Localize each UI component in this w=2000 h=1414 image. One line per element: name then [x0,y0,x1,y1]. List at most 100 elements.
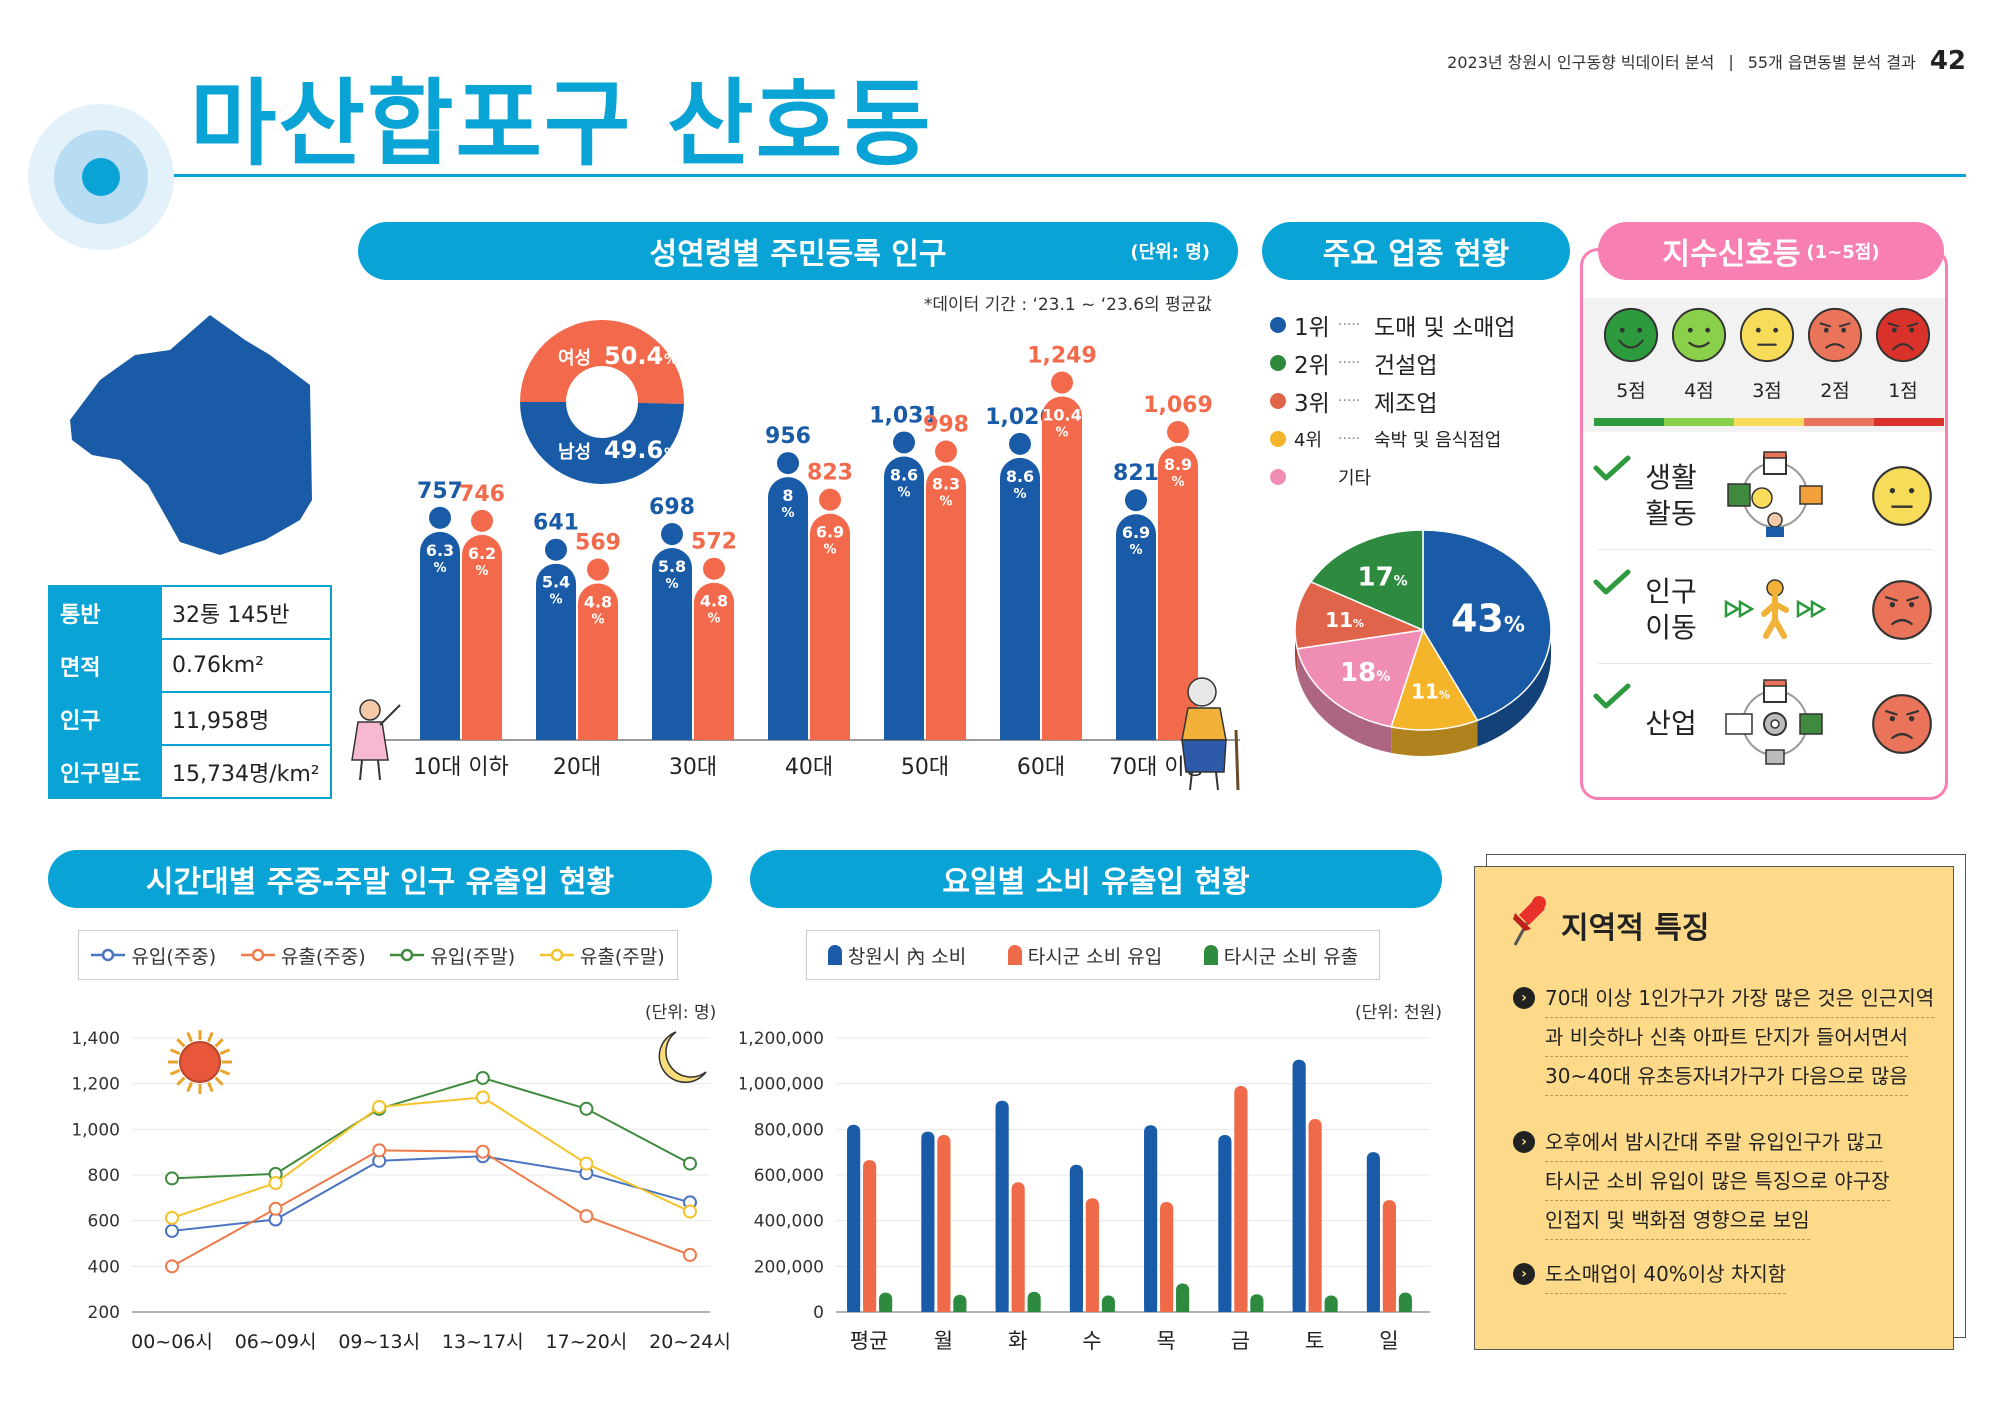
legend-line-marker-icon [240,948,275,962]
series-point [579,1156,594,1171]
legend-dot [1270,317,1286,333]
check-icon [1593,683,1631,709]
sun-icon [168,1030,232,1094]
pin-icon [1513,896,1546,946]
population-pct-label: 4.8 [584,593,612,612]
industry-rank: 3위 [1294,391,1330,417]
feature-line: 타시군 소비 유입이 많은 특징으로 야구장 [1545,1162,1965,1201]
population-bar-body [1000,477,1040,740]
industry-legend-item: 1위 ····· 도매 및 소매업 [1270,306,1570,344]
series-point [165,1223,179,1238]
gender-slice [520,320,684,405]
series-point [475,1144,490,1159]
population-value-label: 569 [575,531,621,556]
population-pct-label: 10.4 [1042,406,1081,425]
industry-pct-sign: % [1353,617,1364,630]
index-item-divider [1598,549,1932,550]
y-tick-label: 800 [88,1166,120,1186]
population-bar-head [1051,371,1073,394]
time-legend-item: 유출(주중) [240,942,366,969]
x-tick-label: 20~24시 [649,1331,730,1353]
population-value-label: 641 [533,511,579,536]
population-value-label: 572 [691,530,737,555]
series-line [171,1076,691,1180]
population-bar-body [652,568,692,740]
gender-pct-sign: % [664,352,678,368]
industry-slice [1296,629,1425,728]
face-icon-3 [1739,307,1795,363]
industry-pct-sign: % [1376,669,1390,685]
index-item: 산업 [1590,668,1940,778]
population-bar-head [429,506,451,529]
chevron-right-icon: › [1513,1131,1535,1153]
population-pct-sign: % [939,495,952,510]
feature-line-text: 오후에서 밤시간대 주말 유입인구가 많고 [1545,1123,1884,1162]
consumption-bar-body [921,1137,935,1312]
index-scale-label: 5점 [1616,380,1646,402]
population-pct-sign: % [707,612,720,627]
population-bar-body [694,602,734,740]
feature-item: › 도소매업이 40%이상 차지함 [1513,1255,1965,1294]
consumption-bar-body [1308,1125,1322,1312]
index-items: 생활 활동 인구 이동 산업 [1590,440,1940,800]
population-bar-body [420,551,460,740]
consumption-bar-body [953,1300,967,1312]
population-panel-title: 성연령별 주민등록 인구 [649,237,947,272]
index-item: 인구 이동 [1590,554,1940,664]
x-tick-label: 13~17시 [442,1331,524,1353]
consumption-bar-body [1144,1131,1158,1312]
series-point [683,1156,697,1171]
population-bar-body [1116,534,1156,740]
report-section: 55개 읍면동별 분석 결과 [1747,53,1916,72]
index-item-name: 이동 [1645,611,1697,644]
series-point [268,1175,283,1190]
time-chart-unit: (단위: 명) [645,1003,717,1023]
index-panel-range: (1~5점) [1806,242,1880,263]
info-key: 인구 [48,691,162,746]
population-pct-label: 5.4 [542,573,570,592]
feature-line-text: 도소매업이 40%이상 차지함 [1545,1255,1787,1294]
x-tick-label: 목 [1156,1329,1175,1353]
population-pct-label: 5.8 [658,557,686,576]
y-tick-label: 1,000,000 [740,1075,824,1095]
index-panel-title-bar: 지수신호등 (1~5점) [1598,222,1944,280]
time-legend-item: 유출(주말) [539,942,665,969]
features-card: 지역적 특징 › 70대 이상 1인가구가 가장 많은 것은 인근지역 과 비슷하나… [1474,866,1954,1350]
legend-bar-swatch [1203,945,1218,965]
index-panel-title: 지수신호등 [1662,237,1801,272]
face-icon-5 [1603,307,1659,363]
weekday-chart-unit: (단위: 천원) [1355,1003,1442,1023]
population-pct-sign: % [1171,475,1184,490]
page-number: 42 [1929,46,1966,76]
index-item: 생활 활동 [1590,440,1940,550]
face-icon-2 [1872,580,1932,640]
industry-name: 건설업 [1374,353,1438,379]
series-line [171,1149,691,1268]
industry-legend-item: 기타 [1270,458,1570,496]
consumption-bar-body [1027,1297,1041,1312]
population-bar-body [884,476,924,740]
weekday-legend-item: 타시군 소비 유입 [1007,942,1162,969]
x-tick-label: 일 [1379,1329,1398,1353]
index-item-name: 활동 [1645,497,1697,530]
legend-dots-leader: ····· [1338,317,1361,333]
index-scale-label: 1점 [1888,380,1918,402]
gender-value: 49.6 [604,436,663,464]
time-legend-item: 유입(주말) [390,942,515,969]
gender-label: 여성 [558,348,591,369]
industry-legend-item: 4위 ····· 숙박 및 음식점업 [1270,420,1570,458]
info-key: 통반 [48,585,162,640]
legend-dot [1270,355,1286,371]
population-bar-head [1167,421,1189,444]
population-value-label: 1,069 [1143,393,1213,418]
series-point [165,1171,179,1186]
consumption-bar-body [937,1141,951,1312]
population-bar-head [545,538,567,561]
population-pct-label: 8.6 [890,465,918,484]
industry-name: 제조업 [1374,391,1438,417]
legend-line-marker-icon [390,948,425,962]
series-point [683,1204,697,1219]
chevron-right-icon: › [1513,1263,1535,1285]
y-tick-label: 1,200 [71,1075,120,1095]
population-category-label: 60대 [1017,755,1065,780]
